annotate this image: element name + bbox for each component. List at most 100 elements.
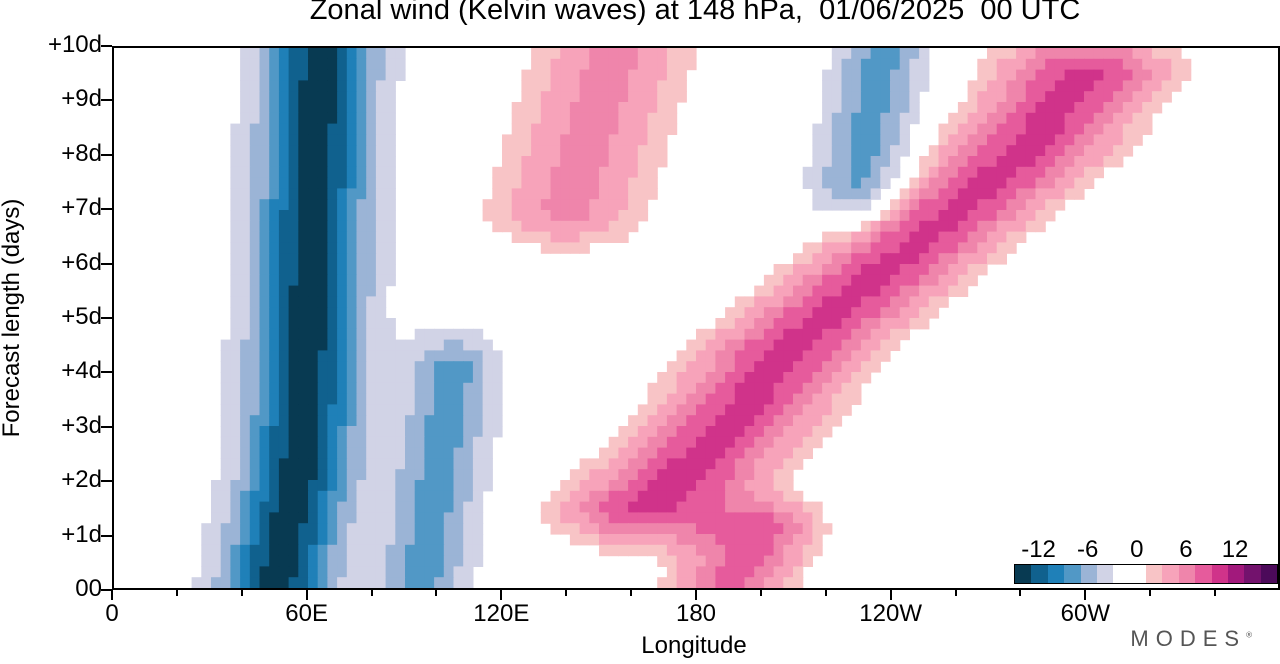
heatmap-cell (773, 566, 784, 578)
heatmap-cell (715, 372, 726, 384)
heatmap-cell (938, 134, 949, 146)
heatmap-cell (763, 577, 775, 588)
heatmap-cell (928, 199, 940, 211)
heatmap-cell (269, 166, 280, 179)
heatmap-cell (337, 253, 348, 265)
heatmap-cell (278, 480, 290, 492)
heatmap-cell (356, 210, 367, 222)
heatmap-cell (977, 231, 988, 243)
heatmap-cell (686, 447, 697, 459)
heatmap-cell (453, 328, 464, 341)
heatmap-cell (443, 458, 455, 470)
heatmap-cell (327, 350, 338, 362)
heatmap-cell (308, 523, 319, 535)
heatmap-cell (725, 469, 736, 481)
heatmap-cell (531, 156, 542, 168)
heatmap-cell (822, 80, 833, 92)
heatmap-cell (385, 58, 396, 71)
heatmap-cell (269, 469, 280, 481)
heatmap-cell (666, 91, 678, 103)
heatmap-cell (783, 512, 794, 524)
heatmap-cell (356, 134, 367, 146)
heatmap-cell (676, 382, 687, 395)
heatmap-cell (715, 350, 726, 362)
heatmap-cell (521, 69, 532, 81)
heatmap-cell (1113, 134, 1124, 146)
heatmap-cell (899, 253, 910, 265)
heatmap-cell (734, 404, 746, 416)
heatmap-cell (327, 426, 338, 438)
heatmap-cell (773, 469, 784, 481)
heatmap-cell (346, 48, 358, 60)
heatmap-cell (531, 69, 542, 81)
heatmap-cell (346, 534, 358, 546)
heatmap-cell (967, 210, 978, 222)
heatmap-cell (647, 134, 658, 146)
heatmap-cell (308, 415, 319, 427)
heatmap-cell (666, 58, 678, 71)
heatmap-cell (269, 490, 280, 503)
heatmap-cell (744, 372, 755, 384)
heatmap-cell (201, 544, 212, 557)
heatmap-cell (230, 555, 241, 567)
heatmap-cell (395, 458, 406, 470)
heatmap-cell (346, 555, 358, 567)
heatmap-cell (356, 156, 367, 168)
heatmap-cell (696, 534, 707, 546)
heatmap-cell (278, 361, 290, 373)
heatmap-cell (618, 48, 629, 60)
heatmap-cell (259, 102, 270, 114)
heatmap-cell (870, 361, 881, 373)
heatmap-cell (560, 156, 571, 168)
heatmap-cell (269, 372, 280, 384)
heatmap-cell (773, 426, 784, 438)
heatmap-cell (870, 134, 881, 146)
heatmap-cell (375, 166, 387, 179)
heatmap-cell (356, 285, 367, 297)
heatmap-cell (560, 490, 571, 503)
heatmap-cell (375, 544, 387, 557)
heatmap-cell (327, 210, 338, 222)
heatmap-cell (259, 112, 270, 125)
heatmap-cell (424, 426, 435, 438)
heatmap-cell (890, 296, 901, 308)
heatmap-cell (278, 469, 290, 481)
heatmap-cell (366, 404, 377, 416)
heatmap-cell (1054, 166, 1066, 179)
heatmap-cell (831, 307, 843, 319)
heatmap-cell (414, 490, 425, 503)
heatmap-cell (928, 145, 940, 157)
heatmap-cell (948, 264, 959, 276)
heatmap-cell (337, 404, 348, 416)
heatmap-cell (405, 382, 416, 395)
heatmap-cell (317, 296, 328, 308)
heatmap-cell (637, 48, 649, 60)
heatmap-cell (560, 188, 571, 200)
heatmap-cell (725, 544, 736, 557)
y-tick-label: +10d (47, 31, 102, 58)
heatmap-cell (337, 339, 348, 351)
heatmap-cell (715, 436, 726, 449)
heatmap-cell (249, 210, 261, 222)
heatmap-cell (356, 544, 367, 557)
heatmap-cell (356, 393, 367, 405)
heatmap-cell (783, 447, 794, 459)
heatmap-cell (521, 188, 532, 200)
heatmap-cell (298, 145, 309, 157)
heatmap-cell (327, 220, 338, 233)
heatmap-cell (841, 123, 852, 135)
heatmap-cell (278, 220, 290, 233)
heatmap-cell (366, 361, 377, 373)
heatmap-cell (715, 490, 726, 503)
heatmap-cell (599, 199, 610, 211)
heatmap-cell (298, 480, 309, 492)
heatmap-cell (676, 393, 687, 405)
heatmap-cell (337, 199, 348, 211)
heatmap-cell (1103, 123, 1114, 135)
heatmap-cell (288, 166, 299, 179)
heatmap-cell (647, 447, 658, 459)
heatmap-cell (957, 253, 969, 265)
heatmap-cell (637, 426, 649, 438)
x-tick-mark (1214, 590, 1217, 596)
heatmap-cell (434, 458, 445, 470)
